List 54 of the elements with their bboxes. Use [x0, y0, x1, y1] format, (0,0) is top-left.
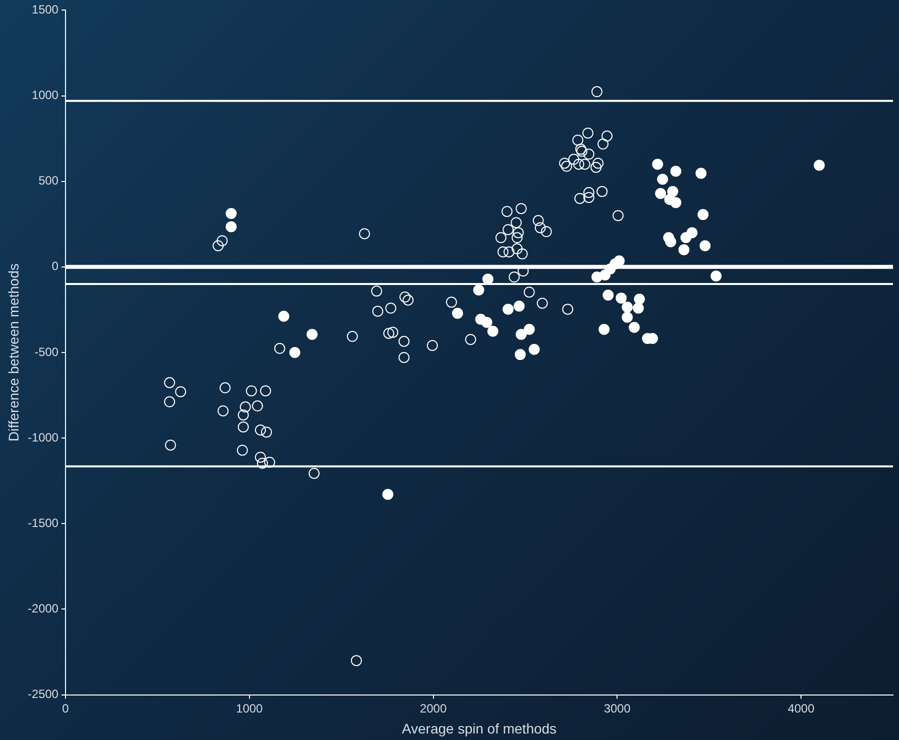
point	[614, 255, 625, 266]
point	[289, 347, 300, 358]
point	[514, 300, 525, 312]
point	[598, 324, 610, 335]
point	[452, 308, 464, 319]
point	[634, 294, 645, 305]
point	[616, 292, 627, 304]
point	[382, 488, 394, 500]
point	[665, 236, 676, 248]
y-tick-label: -1000	[28, 430, 59, 444]
point	[628, 322, 640, 333]
point	[678, 244, 690, 256]
y-tick-label: -500	[34, 344, 59, 359]
point	[516, 328, 527, 340]
y-tick-label: -1500	[28, 516, 59, 530]
point	[696, 168, 707, 179]
point	[481, 316, 492, 328]
x-tick-label: 4000	[788, 701, 815, 716]
point	[698, 209, 709, 220]
point	[514, 349, 526, 360]
y-tick-label: 1500	[32, 2, 59, 17]
point	[670, 197, 682, 208]
point	[524, 324, 535, 335]
point	[670, 166, 682, 177]
x-tick-label: 1000	[236, 701, 264, 716]
y-tick-label: -2500	[28, 687, 59, 702]
point	[814, 160, 825, 171]
point	[602, 290, 614, 301]
point	[655, 188, 666, 199]
point	[278, 310, 290, 322]
y-tick-label: 1000	[32, 88, 59, 102]
point	[487, 326, 498, 337]
point	[528, 344, 540, 355]
y-tick-label: -2000	[28, 602, 59, 616]
point	[700, 240, 711, 252]
point	[652, 158, 664, 170]
x-tick-label: 2000	[420, 701, 447, 716]
y-axis-title: Difference between methods	[5, 264, 22, 442]
point	[622, 312, 633, 323]
point	[622, 302, 633, 313]
point	[473, 284, 484, 296]
point	[632, 302, 644, 314]
x-tick-label: 0	[62, 701, 70, 716]
point	[686, 227, 698, 238]
point	[657, 174, 668, 185]
y-tick-label: 0	[52, 259, 59, 274]
point	[226, 221, 237, 232]
point	[306, 328, 318, 340]
x-axis-title: Average spin of methods	[402, 720, 557, 736]
x-tick-label: 3000	[604, 701, 631, 716]
y-tick-label: 500	[38, 174, 59, 188]
point	[502, 304, 514, 315]
point	[226, 208, 237, 220]
point	[710, 270, 722, 282]
